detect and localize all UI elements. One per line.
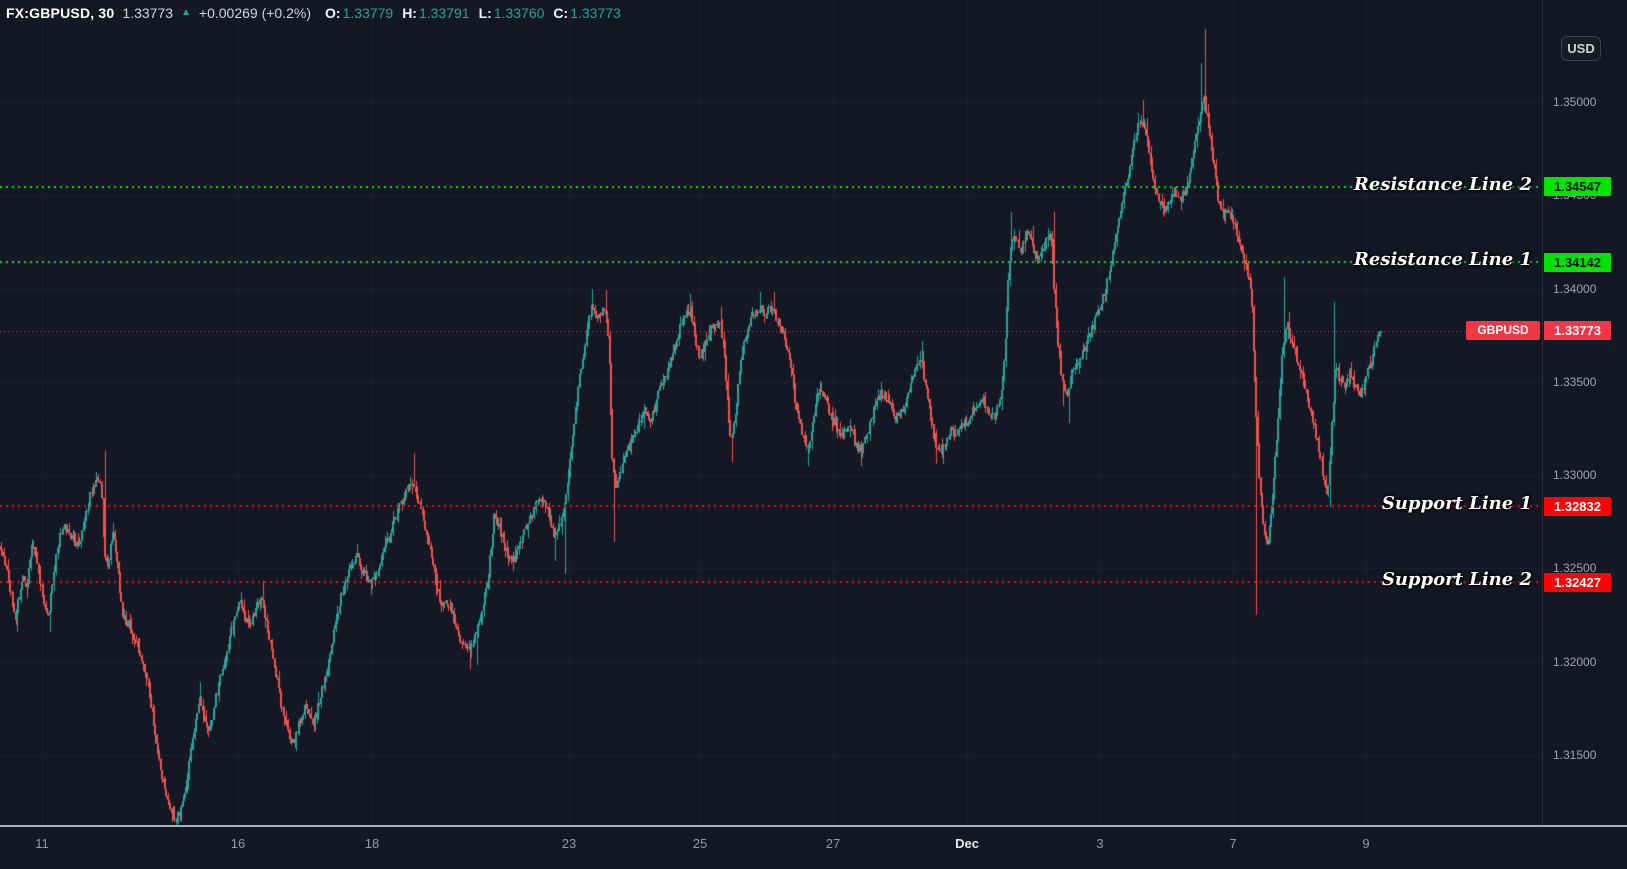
ohlc-readout: O: 1.33779 H: 1.33791 L: 1.33760 C: 1.33… [325,5,621,21]
time-tick-Dec: Dec [955,836,979,851]
resistance-line-1-label[interactable]: Resistance Line 1 [1353,249,1532,271]
price-axis[interactable]: 1.350001.345001.340001.335001.330001.325… [1542,0,1627,825]
time-tick-9: 9 [1362,836,1370,851]
support-price-tag: 1.32427 [1544,572,1611,592]
price-tick-1.33000: 1.33000 [1553,468,1597,483]
time-tick-18: 18 [364,836,380,851]
high-label: H: [402,5,417,21]
support-line-2-label[interactable]: Support Line 2 [1381,569,1532,591]
close-label: C: [553,5,569,21]
high-readout: H: 1.33791 [402,5,469,21]
chart-pane[interactable] [0,0,1542,825]
symbol-price-badge: GBPUSD [1466,321,1540,341]
close-readout: C: 1.33773 [553,5,620,21]
price-change: +0.00269 (+0.2%) [198,5,312,21]
support-line-1-label[interactable]: Support Line 1 [1381,493,1532,515]
price-tick-1.33500: 1.33500 [1553,374,1597,389]
high-value: 1.33791 [418,5,470,21]
open-readout: O: 1.33779 [325,5,393,21]
time-tick-11: 11 [35,836,49,851]
price-tick-1.31500: 1.31500 [1553,748,1597,762]
resistance-price-tag: 1.34547 [1544,177,1611,197]
price-tick-1.34000: 1.34000 [1553,281,1597,296]
resistance-price-tag: 1.34142 [1544,252,1611,272]
up-triangle-icon: ▲ [181,6,191,18]
support-price-tag: 1.32832 [1544,496,1611,516]
currency-usd-button[interactable]: USD [1561,36,1601,61]
time-tick-23: 23 [561,836,577,851]
time-tick-3: 3 [1096,836,1104,851]
symbol-title[interactable]: FX:GBPUSD, 30 [6,5,115,21]
time-tick-16: 16 [230,836,246,851]
last-price-value: 1.33773 [122,5,174,21]
open-label: O: [325,5,341,21]
symbol-legend: FX:GBPUSD, 30 1.33773 ▲ +0.00269 (+0.2%)… [6,2,621,24]
time-tick-7: 7 [1229,836,1237,851]
time-tick-27: 27 [825,836,841,851]
low-readout: L: 1.33760 [479,5,545,21]
low-value: 1.33760 [493,5,545,21]
resistance-line-2-label[interactable]: Resistance Line 2 [1353,173,1532,195]
last-price-tag: 1.33773 [1544,321,1611,341]
time-axis[interactable]: 11 16 18 23 25 27 Dec 3 7 9 [0,825,1627,869]
close-value: 1.33773 [570,5,621,21]
open-value: 1.33779 [342,5,394,21]
time-tick-25: 25 [692,836,708,851]
price-chart-canvas[interactable] [0,0,1542,825]
price-tick-1.32500: 1.32500 [1553,561,1597,576]
low-label: L: [478,5,492,21]
price-tick-1.35000: 1.35000 [1553,95,1597,109]
price-tick-1.32000: 1.32000 [1553,654,1597,669]
